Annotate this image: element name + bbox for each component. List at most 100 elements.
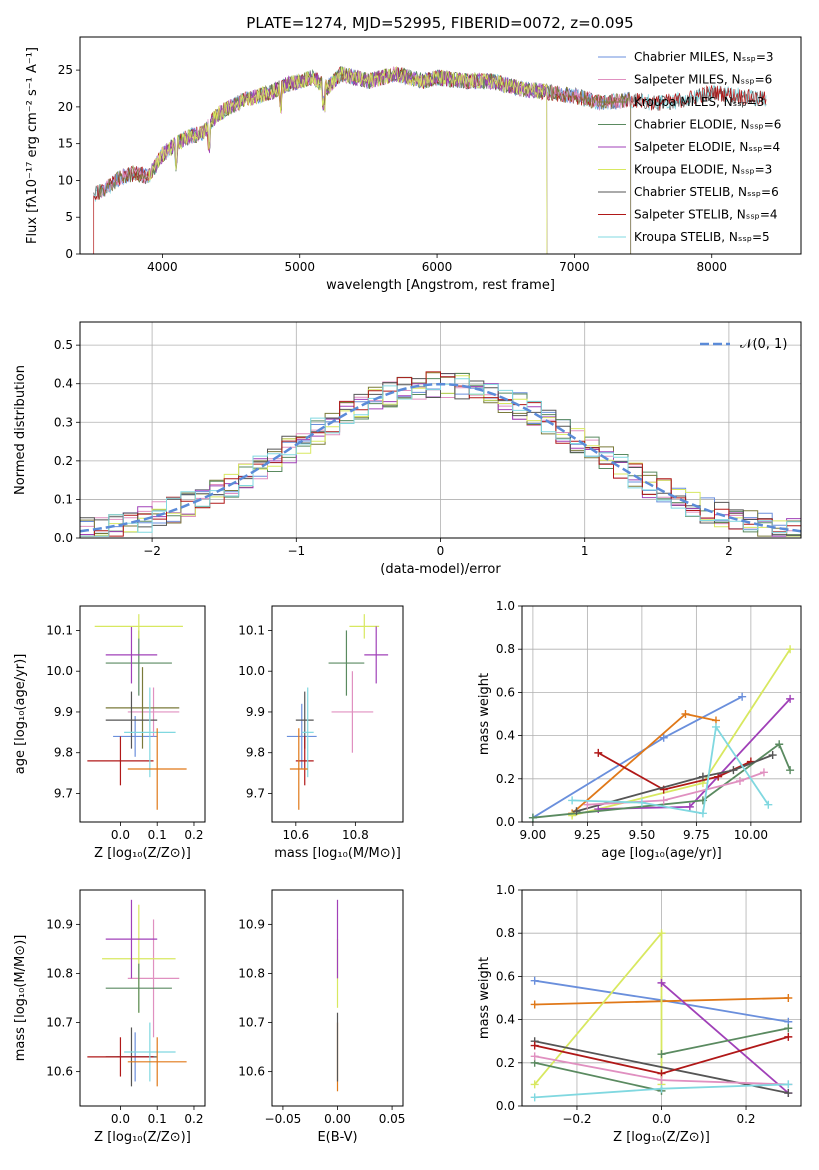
x-tick-label: 5000: [284, 260, 315, 274]
axes-frame: [521, 889, 802, 1107]
y-tick-label: 9.9: [246, 705, 265, 719]
weight-point: [530, 1080, 539, 1089]
plot-area: [530, 929, 793, 1102]
x-axis-label: Z [log₁₀(Z/Z⊙)]: [94, 846, 191, 861]
x-tick-label: 10.00: [734, 828, 768, 842]
weight-point: [657, 978, 666, 987]
y-tick-label: 10.9: [46, 917, 73, 931]
weight-point: [764, 800, 773, 809]
weight-point: [738, 692, 747, 701]
panel-mass-vs-Z: 0.0 0.1 0.2 10.6 10.7 10.8 10.9 Z [log₁₀(Z/Z⊙)]…: [13, 889, 206, 1145]
x-tick-label: 0.2: [184, 828, 203, 842]
x-tick-label: −0.05: [265, 1112, 302, 1126]
spectrum-line-kroupa_elodie: [148, 65, 548, 254]
x-axis-label: age [log₁₀(age/yr)]: [601, 846, 722, 861]
x-tick-label: 0: [437, 544, 445, 558]
legend-label: Kroupa STELIB, Nₛₛₚ=5: [634, 230, 770, 244]
x-tick-label: 0.0: [111, 828, 130, 842]
y-axis-label: mass weight: [477, 673, 492, 755]
y-tick-label: 0.8: [496, 926, 515, 940]
x-axis-label: E(B-V): [317, 1130, 357, 1145]
weight-point: [637, 798, 646, 807]
y-tick-label: 10.7: [238, 1016, 265, 1030]
y-tick-label: 10.0: [238, 664, 265, 678]
axes-frame: [79, 321, 802, 539]
x-axis-label: (data-model)/error: [380, 562, 501, 577]
spectrum-line-chabrier_elodie: [148, 65, 548, 254]
legend-label: Kroupa MILES, Nₛₛₚ=3: [634, 95, 764, 109]
x-tick-label: 0.05: [379, 1112, 406, 1126]
legend-label: 𝒩(0, 1): [740, 337, 787, 352]
plot-area: [87, 899, 187, 1087]
y-tick-label: 15: [58, 137, 73, 151]
y-tick-label: 10.0: [46, 664, 73, 678]
x-tick-label: 10.6: [282, 828, 309, 842]
y-axis-label: mass [log₁₀(M/M⊙)]: [13, 935, 28, 1062]
weight-line: [532, 742, 791, 819]
weight-point: [528, 813, 537, 822]
weight-point: [659, 733, 668, 742]
y-tick-label: 9.8: [54, 746, 73, 760]
x-tick-label: 8000: [696, 260, 727, 274]
y-tick-label: 0.4: [496, 1013, 515, 1027]
y-tick-label: 0.2: [496, 772, 515, 786]
y-tick-label: 10.1: [46, 623, 73, 637]
y-tick-label: 0.4: [54, 377, 73, 391]
weight-point: [568, 796, 577, 805]
y-tick-label: 9.9: [54, 705, 73, 719]
plot-area: [87, 614, 187, 810]
x-axis-label: wavelength [Angstrom, rest frame]: [326, 278, 555, 293]
legend-label: Chabrier MILES, Nₛₛₚ=3: [634, 50, 774, 64]
legend-label: Salpeter MILES, Nₛₛₚ=6: [634, 73, 772, 87]
y-tick-label: 0: [65, 247, 73, 261]
weight-point: [784, 1089, 793, 1098]
legend-label: Salpeter ELODIE, Nₛₛₚ=4: [634, 140, 780, 154]
weight-point: [685, 802, 694, 811]
weight-point: [659, 796, 668, 805]
weight-point: [784, 1032, 793, 1041]
y-tick-label: 10: [58, 173, 73, 187]
weight-line: [572, 724, 770, 815]
y-axis-label: Flux [fλ10⁻¹⁷ erg cm⁻² s⁻¹ A⁻¹]: [25, 47, 40, 244]
y-axis-label: Normed distribution: [13, 365, 28, 495]
panel-age-vs-mass: 10.6 10.8 9.7 9.8 9.9 10.0 10.1 mass [log₁₀(M/M…: [238, 605, 404, 861]
axes-frame: [79, 889, 206, 1107]
plot-area: [286, 614, 389, 810]
spectrum-line-kroupa_miles: [98, 67, 632, 254]
x-axis-label: Z [log₁₀(Z/Z⊙)]: [613, 1130, 710, 1145]
weight-point: [729, 766, 738, 775]
weight-point: [698, 809, 707, 818]
weight-line: [576, 754, 774, 813]
legend-label: Kroupa ELODIE, Nₛₛₚ=3: [634, 163, 772, 177]
x-tick-label: 2: [725, 544, 733, 558]
x-tick-label: 9.00: [520, 828, 547, 842]
weight-point: [657, 1084, 666, 1093]
histogram-kroupa_stelib: [80, 378, 801, 538]
y-tick-label: 10.6: [238, 1065, 265, 1079]
weight-point: [657, 929, 666, 938]
weight-point: [784, 1080, 793, 1089]
y-tick-label: 0.6: [496, 685, 515, 699]
y-tick-label: 20: [58, 100, 73, 114]
panel-spectrum: 4000 5000 6000 7000 8000 0 5 10 15 20 25 wavelength…: [25, 36, 802, 293]
axes-frame: [271, 605, 404, 823]
y-tick-label: 0.1: [54, 492, 73, 506]
y-tick-label: 0.0: [496, 815, 515, 829]
legend-label: Chabrier STELIB, Nₛₛₚ=6: [634, 185, 779, 199]
weight-point: [768, 751, 777, 760]
weight-point: [681, 710, 690, 718]
x-tick-label: 0.2: [736, 1112, 755, 1126]
weight-point: [786, 645, 795, 654]
y-tick-label: 0.2: [496, 1056, 515, 1070]
weight-point: [530, 976, 539, 985]
y-tick-label: 10.6: [46, 1065, 73, 1079]
axes-frame: [79, 605, 206, 823]
weight-line: [571, 648, 791, 817]
panel-mass-vs-ebv: −0.05 0.00 0.05 10.6 10.7 10.8 10.9 E(B-V): [238, 889, 406, 1145]
x-tick-label: 0.00: [324, 1112, 351, 1126]
y-tick-label: 0.6: [496, 969, 515, 983]
weight-point: [594, 748, 603, 757]
x-tick-label: −1: [287, 544, 305, 558]
weight-line: [661, 1027, 789, 1056]
